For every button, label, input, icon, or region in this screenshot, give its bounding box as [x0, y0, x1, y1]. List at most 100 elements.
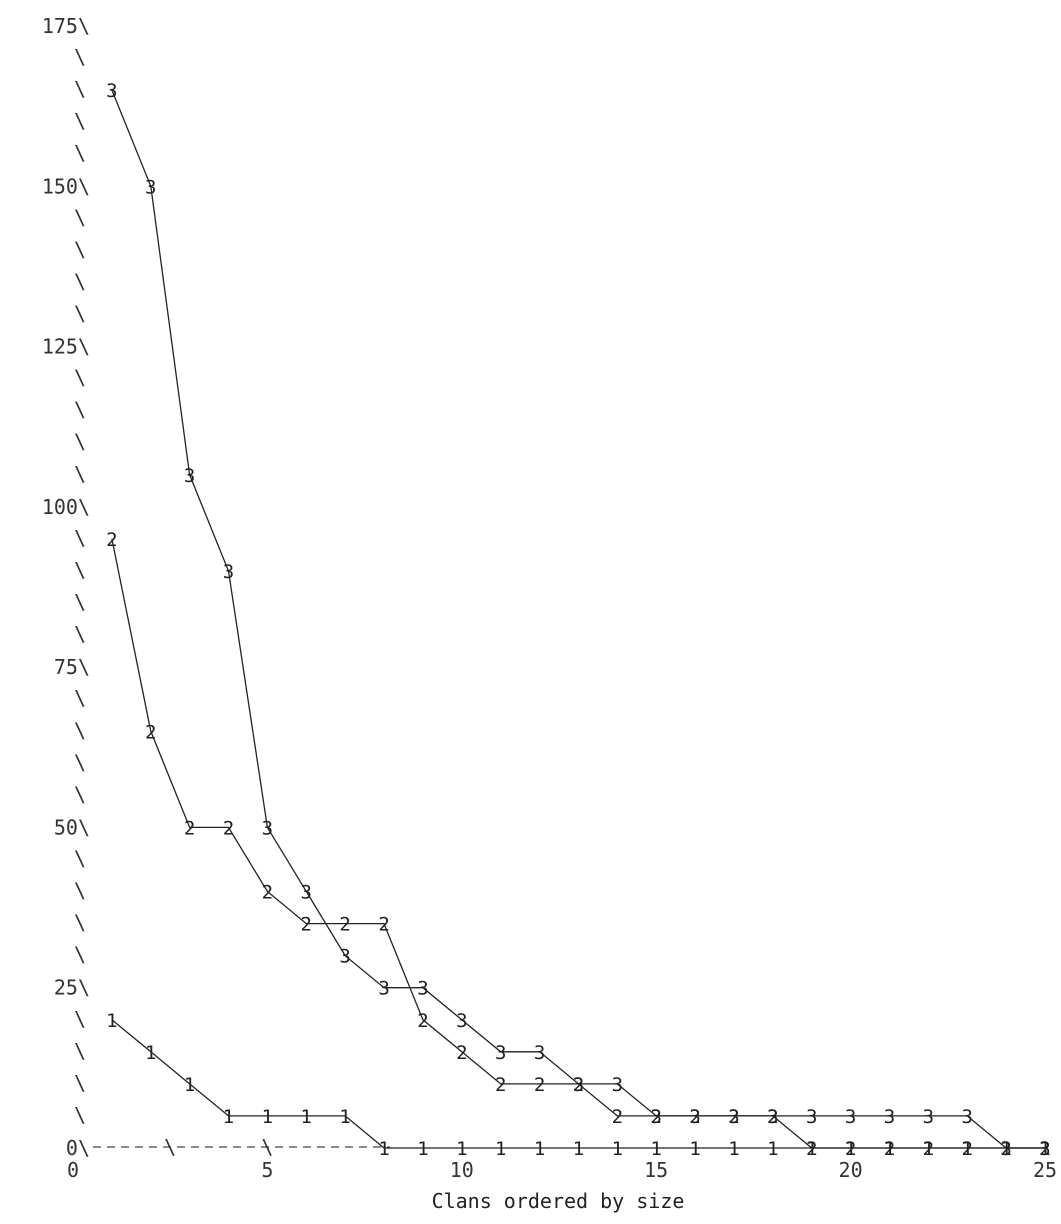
y-axis-glyph: \	[74, 45, 86, 69]
data-point-series-2: 2	[1000, 1138, 1011, 1160]
y-axis-glyph: \	[74, 911, 86, 935]
data-point-series-2: 2	[262, 882, 273, 904]
y-tick-label: 125\	[42, 335, 90, 359]
data-point-series-2: 2	[573, 1074, 584, 1096]
y-axis-glyph: \	[74, 846, 86, 870]
data-point-series-1: 1	[456, 1138, 467, 1160]
y-axis-glyph: \	[74, 686, 86, 710]
y-axis-glyph: \	[74, 77, 86, 101]
series-line-3	[111, 89, 1045, 1149]
data-point-series-2: 2	[650, 1106, 661, 1128]
data-point-series-3: 3	[184, 465, 195, 487]
y-axis-glyph: \	[74, 879, 86, 903]
y-axis-glyph: \	[74, 269, 86, 293]
data-point-series-3: 3	[534, 1042, 545, 1064]
y-axis-glyph: \	[74, 782, 86, 806]
data-point-series-3: 3	[650, 1106, 661, 1128]
data-point-series-2: 2	[962, 1138, 973, 1160]
data-point-series-1: 1	[1000, 1138, 1011, 1160]
data-point-series-3: 3	[495, 1042, 506, 1064]
y-axis-glyph: \	[74, 302, 86, 326]
series-line-2	[111, 538, 1045, 1149]
x-axis-glyph: \	[261, 1135, 273, 1159]
x-tick-label: 0	[67, 1158, 79, 1182]
data-point-series-3: 3	[1000, 1138, 1011, 1160]
y-axis-glyph: \	[74, 366, 86, 390]
data-point-series-3: 3	[612, 1074, 623, 1096]
data-point-series-2: 2	[301, 914, 312, 936]
data-point-series-2: 2	[456, 1042, 467, 1064]
y-axis-glyph: \	[74, 205, 86, 229]
data-point-series-1: 1	[184, 1074, 195, 1096]
data-point-series-3: 3	[339, 946, 350, 968]
x-axis-label: Clans ordered by size	[432, 1189, 685, 1213]
data-point-series-2: 2	[184, 817, 195, 839]
data-point-series-2: 2	[145, 721, 156, 743]
y-tick-label: 75\	[54, 655, 90, 679]
data-point-series-3: 3	[378, 978, 389, 1000]
data-point-series-2: 2	[689, 1106, 700, 1128]
data-point-series-1: 1	[145, 1042, 156, 1064]
data-point-series-1: 1	[417, 1138, 428, 1160]
y-axis-glyph: \	[74, 430, 86, 454]
y-axis-glyph: \	[74, 398, 86, 422]
data-point-series-1: 1	[845, 1138, 856, 1160]
data-point-series-2: 2	[534, 1074, 545, 1096]
data-point-series-3: 3	[1039, 1138, 1050, 1160]
data-point-series-3: 3	[962, 1106, 973, 1128]
data-point-series-1: 1	[106, 1010, 117, 1032]
data-point-series-2: 2	[884, 1138, 895, 1160]
data-point-series-3: 3	[806, 1106, 817, 1128]
data-point-series-3: 3	[728, 1106, 739, 1128]
data-point-series-3: 3	[884, 1106, 895, 1128]
y-axis-glyph: \	[74, 590, 86, 614]
data-point-series-3: 3	[262, 817, 273, 839]
y-axis-glyph: \	[74, 943, 86, 967]
x-tick-label: 20	[839, 1158, 863, 1182]
data-point-series-3: 3	[573, 1074, 584, 1096]
data-point-series-1: 1	[339, 1106, 350, 1128]
y-tick-label: 175\	[42, 14, 90, 38]
y-axis-glyph: \	[74, 558, 86, 582]
data-point-series-2: 2	[845, 1138, 856, 1160]
data-point-series-2: 2	[339, 914, 350, 936]
data-point-series-3: 3	[223, 561, 234, 583]
data-point-series-3: 3	[417, 978, 428, 1000]
data-point-series-1: 1	[301, 1106, 312, 1128]
data-point-series-1: 1	[728, 1138, 739, 1160]
y-axis-glyph: \	[74, 141, 86, 165]
data-point-series-3: 3	[106, 80, 117, 102]
y-axis-glyph: \	[74, 462, 86, 486]
y-axis-glyph: \	[74, 1007, 86, 1031]
y-tick-label: 25\	[54, 976, 90, 1000]
data-point-series-3: 3	[845, 1106, 856, 1128]
data-point-series-1: 1	[1039, 1138, 1050, 1160]
data-point-series-3: 3	[767, 1106, 778, 1128]
data-point-series-1: 1	[534, 1138, 545, 1160]
data-point-series-2: 2	[806, 1138, 817, 1160]
y-axis-glyph: \	[74, 237, 86, 261]
data-point-series-2: 2	[767, 1106, 778, 1128]
data-point-series-1: 1	[806, 1138, 817, 1160]
data-point-series-2: 2	[417, 1010, 428, 1032]
x-axis: \ \ 0 5 10 15 20 25	[67, 1135, 1057, 1182]
y-tick-label: 100\	[42, 495, 90, 519]
x-axis-glyph: \	[164, 1135, 176, 1159]
data-point-series-2: 2	[106, 529, 117, 551]
x-tick-label: 15	[644, 1158, 668, 1182]
y-tick-label: 50\	[54, 815, 90, 839]
y-axis-glyph: \	[74, 622, 86, 646]
data-point-series-2: 2	[728, 1106, 739, 1128]
data-point-series-2: 2	[612, 1106, 623, 1128]
x-tick-label: 10	[450, 1158, 474, 1182]
data-point-series-2: 2	[495, 1074, 506, 1096]
data-point-series-1: 1	[962, 1138, 973, 1160]
y-tick-label: 0\	[66, 1136, 90, 1160]
y-axis-glyph: \	[74, 1039, 86, 1063]
y-axis-glyph: \	[74, 1103, 86, 1127]
data-point-series-1: 1	[262, 1106, 273, 1128]
data-point-series-1: 1	[923, 1138, 934, 1160]
y-axis-glyph: \	[74, 109, 86, 133]
